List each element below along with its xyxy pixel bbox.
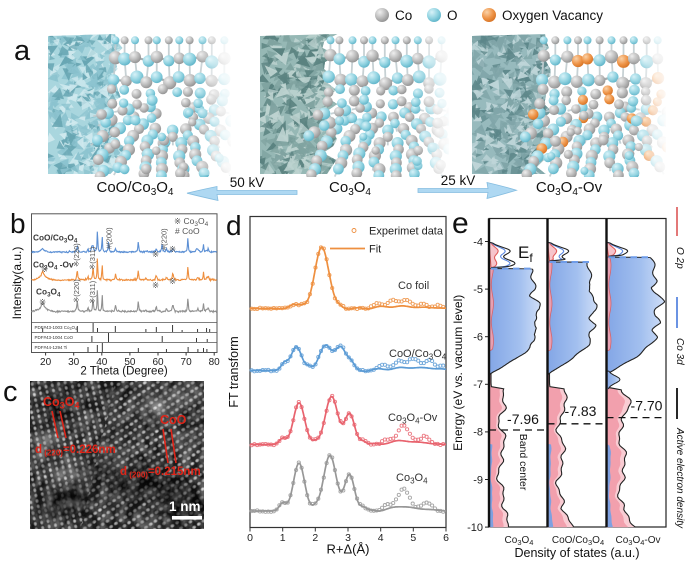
svg-text:-7.83: -7.83 bbox=[565, 403, 597, 419]
svg-text:-9: -9 bbox=[473, 474, 483, 486]
svg-text:3: 3 bbox=[345, 532, 351, 544]
svg-text:Band center: Band center bbox=[517, 434, 529, 491]
svg-text:Co3O4: Co3O4 bbox=[329, 179, 371, 198]
svg-text:※ Co3O4: ※ Co3O4 bbox=[174, 216, 209, 228]
svg-text:60: 60 bbox=[152, 357, 164, 368]
svg-text:4: 4 bbox=[378, 532, 384, 544]
svg-text:R+Δ(Å): R+Δ(Å) bbox=[327, 542, 370, 557]
svg-text:Co3O4: Co3O4 bbox=[43, 395, 79, 411]
svg-text:-7.70: -7.70 bbox=[631, 398, 663, 414]
svg-text:※: ※ bbox=[41, 264, 48, 274]
svg-text:※: ※ bbox=[169, 244, 176, 254]
svg-text:CoO: CoO bbox=[160, 413, 187, 427]
svg-text:PDF#43-1003 Co3O4: PDF#43-1003 Co3O4 bbox=[35, 325, 78, 331]
svg-text:※(311): ※(311) bbox=[88, 246, 97, 270]
svg-text:-4: -4 bbox=[473, 236, 483, 248]
svg-text:-10: -10 bbox=[467, 522, 483, 534]
svg-text:-6: -6 bbox=[473, 332, 483, 344]
svg-text:※: ※ bbox=[152, 280, 159, 290]
svg-text:Co3O4: Co3O4 bbox=[396, 472, 428, 485]
svg-text:※(220): ※(220) bbox=[72, 279, 81, 303]
svg-text:Oxygen Vacancy: Oxygen Vacancy bbox=[502, 8, 603, 23]
svg-text:70: 70 bbox=[181, 357, 193, 368]
svg-text:※: ※ bbox=[39, 297, 46, 307]
svg-text:2: 2 bbox=[312, 532, 318, 544]
svg-text:# CoO: # CoO bbox=[175, 226, 200, 236]
svg-text:Co3O4: Co3O4 bbox=[505, 535, 534, 547]
svg-text:※: ※ bbox=[169, 276, 176, 286]
svg-text:Co3O4-Ov: Co3O4-Ov bbox=[536, 179, 603, 198]
svg-text:※: ※ bbox=[152, 249, 159, 259]
svg-text:c: c bbox=[3, 376, 18, 408]
svg-text:#(200): #(200) bbox=[105, 227, 114, 249]
svg-text:Fit: Fit bbox=[369, 244, 381, 256]
svg-text:50 kV: 50 kV bbox=[230, 175, 265, 190]
svg-text:FT transform: FT transform bbox=[227, 336, 241, 407]
svg-text:50: 50 bbox=[124, 357, 136, 368]
svg-text:Co3O4-Ov: Co3O4-Ov bbox=[615, 535, 660, 547]
svg-text:Experimet data: Experimet data bbox=[369, 226, 444, 238]
svg-text:O 2p: O 2p bbox=[674, 247, 685, 269]
svg-text:Co 3d: Co 3d bbox=[674, 338, 685, 365]
svg-text:20: 20 bbox=[40, 357, 52, 368]
svg-text:1: 1 bbox=[280, 532, 286, 544]
svg-text:Density of states (a.u.): Density of states (a.u.) bbox=[514, 546, 639, 560]
svg-text:-8: -8 bbox=[473, 427, 483, 439]
svg-text:-7.96: -7.96 bbox=[507, 411, 539, 427]
svg-text:Active electron density: Active electron density bbox=[674, 427, 685, 529]
svg-text:#(220): #(220) bbox=[160, 228, 169, 250]
svg-text:25 kV: 25 kV bbox=[441, 173, 476, 188]
svg-text:CoO/Co3O4: CoO/Co3O4 bbox=[552, 535, 604, 547]
svg-text:CoO/Co3O4: CoO/Co3O4 bbox=[33, 233, 78, 245]
svg-text:30: 30 bbox=[68, 357, 80, 368]
svg-text:PDF#43-1004 CoO: PDF#43-1004 CoO bbox=[35, 335, 74, 340]
svg-text:Co3O4: Co3O4 bbox=[36, 287, 61, 299]
svg-text:※(220): ※(220) bbox=[72, 243, 81, 267]
svg-text:Co3O4 -Ov: Co3O4 -Ov bbox=[33, 260, 74, 272]
svg-text:Co: Co bbox=[395, 8, 412, 23]
svg-text:40: 40 bbox=[96, 357, 108, 368]
svg-text:e: e bbox=[452, 207, 469, 240]
svg-text:O: O bbox=[447, 8, 458, 23]
svg-text:0: 0 bbox=[247, 532, 253, 544]
svg-text:Co foil: Co foil bbox=[398, 280, 429, 292]
svg-text:Ef: Ef bbox=[518, 243, 533, 265]
svg-text:80: 80 bbox=[209, 357, 221, 368]
svg-text:CoO/Co3O4: CoO/Co3O4 bbox=[389, 348, 447, 361]
svg-text:6: 6 bbox=[443, 532, 449, 544]
svg-text:a: a bbox=[14, 35, 31, 67]
svg-text:Intensity(a.u.): Intensity(a.u.) bbox=[10, 247, 24, 320]
svg-text:※(311): ※(311) bbox=[88, 280, 97, 304]
svg-text:-7: -7 bbox=[473, 379, 483, 391]
svg-text:2 Theta (Degree): 2 Theta (Degree) bbox=[80, 366, 168, 378]
svg-text:-5: -5 bbox=[473, 284, 483, 296]
svg-text:5: 5 bbox=[410, 532, 416, 544]
svg-text:PDF#44-1294 Ti: PDF#44-1294 Ti bbox=[35, 345, 68, 350]
svg-text:Energy (eV vs. vacuum level): Energy (eV vs. vacuum level) bbox=[451, 295, 465, 451]
svg-text:Co3O4-Ov: Co3O4-Ov bbox=[388, 412, 438, 425]
svg-text:b: b bbox=[10, 208, 26, 239]
svg-text:CoO/Co3O4: CoO/Co3O4 bbox=[97, 179, 174, 198]
svg-text:d: d bbox=[226, 210, 242, 241]
svg-text:1 nm: 1 nm bbox=[169, 499, 201, 514]
